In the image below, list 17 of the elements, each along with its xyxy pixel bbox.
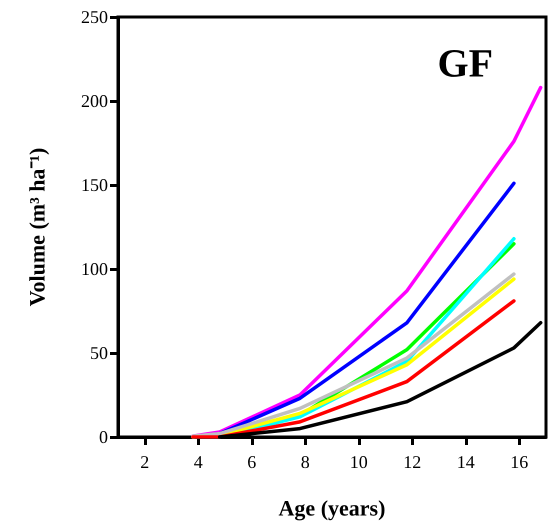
x-tick-label: 16 bbox=[510, 452, 528, 472]
x-tick-label: 4 bbox=[194, 452, 203, 472]
y-tick-label: 250 bbox=[81, 7, 108, 27]
y-axis-title: Volume (m³ ha⁻¹) bbox=[24, 148, 50, 306]
y-tick-label: 0 bbox=[99, 427, 108, 447]
x-tick-label: 8 bbox=[300, 452, 310, 472]
x-tick-label: 6 bbox=[247, 452, 256, 472]
x-tick-label: 10 bbox=[350, 452, 368, 472]
x-tick-label: 2 bbox=[140, 452, 150, 472]
y-tick-label: 50 bbox=[90, 343, 108, 363]
y-tick-label: 100 bbox=[81, 259, 108, 279]
y-tick-label: 200 bbox=[81, 91, 108, 111]
x-tick-label: 14 bbox=[456, 452, 475, 472]
x-tick-label: 12 bbox=[403, 452, 422, 472]
y-tick-label: 150 bbox=[81, 175, 108, 195]
x-axis-title: Age (years) bbox=[278, 496, 386, 520]
text: GF bbox=[437, 40, 493, 86]
